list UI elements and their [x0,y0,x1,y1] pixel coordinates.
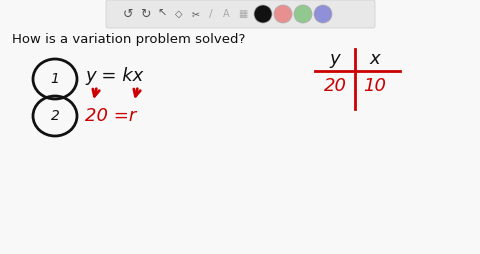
Text: /: / [209,9,213,19]
FancyBboxPatch shape [106,0,375,28]
Text: 10: 10 [363,77,386,95]
Text: ↺: ↺ [123,8,133,21]
Text: ↻: ↻ [140,8,150,21]
Text: How is a variation problem solved?: How is a variation problem solved? [12,33,245,45]
Text: A: A [223,9,229,19]
Text: ↖: ↖ [157,9,167,19]
Text: ✂: ✂ [192,9,200,19]
Text: 20: 20 [324,77,347,95]
Text: x: x [370,50,380,68]
Circle shape [314,5,332,23]
Text: 20 =r: 20 =r [85,107,136,125]
Circle shape [294,5,312,23]
Text: 2: 2 [50,109,60,123]
Circle shape [274,5,292,23]
Text: y: y [330,50,340,68]
Circle shape [254,5,272,23]
Text: ▦: ▦ [239,9,248,19]
Text: 1: 1 [50,72,60,86]
Text: y = kx: y = kx [85,67,143,85]
Text: ◇: ◇ [175,9,183,19]
